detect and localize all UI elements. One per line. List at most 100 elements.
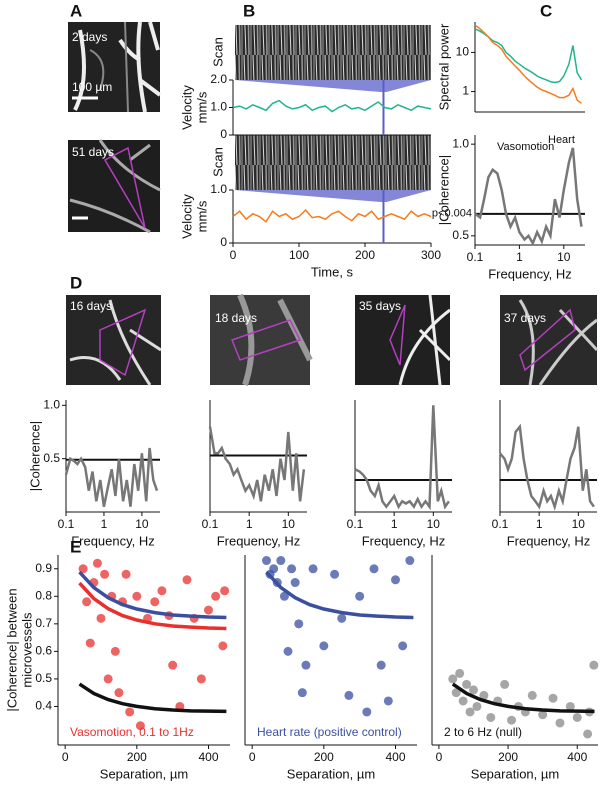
image-label: 35 days bbox=[359, 299, 401, 313]
y-tick-label: 0.7 bbox=[35, 616, 52, 630]
data-point bbox=[301, 660, 311, 670]
data-point bbox=[405, 556, 415, 566]
data-point bbox=[96, 613, 106, 623]
y-tick-label: 0.6 bbox=[35, 644, 52, 658]
data-point bbox=[376, 660, 386, 670]
fit-curve bbox=[78, 570, 227, 620]
data-point bbox=[100, 569, 110, 579]
data-point bbox=[330, 569, 340, 579]
x-axis-label: Time, s bbox=[311, 264, 354, 279]
data-point bbox=[486, 712, 496, 722]
x-tick-label: 400 bbox=[198, 750, 218, 764]
x-axis-label: Separation, µm bbox=[287, 766, 375, 781]
y-tick-label: 2.0 bbox=[210, 72, 227, 86]
data-point bbox=[462, 679, 472, 689]
data-point bbox=[182, 575, 192, 585]
y-tick-label: 1.0 bbox=[43, 398, 60, 412]
data-point bbox=[269, 564, 279, 574]
data-point bbox=[283, 646, 293, 656]
data-point bbox=[472, 701, 482, 711]
panel-letter: B bbox=[243, 1, 255, 20]
x-axis-label: Frequency, Hz bbox=[362, 533, 446, 548]
image-axis-label: Scan bbox=[210, 37, 225, 67]
scan-image bbox=[235, 25, 431, 80]
x-tick-label: 300 bbox=[421, 248, 441, 262]
data-point bbox=[455, 668, 465, 678]
x-tick-label: 0.1 bbox=[492, 517, 509, 531]
data-point bbox=[583, 729, 593, 739]
data-point bbox=[103, 674, 113, 684]
panel-letter: C bbox=[540, 1, 552, 20]
x-tick-label: 0.1 bbox=[467, 250, 484, 264]
y-tick-label: 10 bbox=[456, 45, 470, 59]
data-point bbox=[383, 696, 393, 706]
x-tick-label: 10 bbox=[427, 517, 441, 531]
data-point bbox=[150, 597, 160, 607]
y-tick-label: 1.0 bbox=[452, 136, 469, 150]
data-point bbox=[218, 641, 228, 651]
y-tick-label: 1 bbox=[462, 84, 469, 98]
data-point bbox=[308, 564, 318, 574]
x-tick-label: 1 bbox=[536, 517, 543, 531]
data-point bbox=[196, 674, 206, 684]
data-point bbox=[451, 688, 461, 698]
data-point bbox=[469, 685, 478, 695]
y-tick-label: 0.5 bbox=[35, 671, 52, 685]
micrograph bbox=[355, 294, 452, 386]
data-point bbox=[458, 696, 468, 706]
data-line bbox=[499, 423, 595, 511]
fit-curve bbox=[265, 570, 414, 620]
y-axis-label: |Coherence| bbox=[436, 155, 451, 225]
data-point bbox=[114, 688, 124, 698]
data-point bbox=[135, 721, 145, 731]
scale-label: 100 µm bbox=[72, 80, 112, 94]
x-tick-label: 400 bbox=[385, 750, 405, 764]
data-point bbox=[548, 693, 558, 703]
data-point bbox=[220, 586, 230, 596]
x-tick-label: 10 bbox=[282, 517, 296, 531]
y-tick-label: 0 bbox=[220, 235, 227, 249]
data-point bbox=[92, 558, 102, 568]
data-point bbox=[507, 715, 517, 725]
y-axis-label: Spectral power bbox=[436, 23, 451, 110]
panel-letter: A bbox=[70, 1, 82, 20]
data-line bbox=[354, 405, 450, 511]
data-point bbox=[538, 710, 548, 720]
y-axis-label: mm/s bbox=[194, 200, 209, 232]
image-label: 18 days bbox=[215, 311, 257, 325]
data-point bbox=[85, 638, 95, 648]
data-point bbox=[572, 712, 582, 722]
data-point bbox=[565, 701, 575, 711]
data-point bbox=[448, 674, 458, 684]
panel-letter: D bbox=[70, 273, 82, 292]
data-point bbox=[168, 660, 178, 670]
annotation: Heart bbox=[548, 134, 575, 146]
data-point bbox=[279, 591, 289, 601]
x-axis-label: Separation, µm bbox=[100, 766, 188, 781]
threshold-label: p<0.004 bbox=[432, 208, 472, 220]
data-point bbox=[262, 556, 271, 566]
x-tick-label: 1 bbox=[516, 250, 523, 264]
micrograph bbox=[500, 295, 599, 386]
data-point bbox=[369, 564, 379, 574]
x-axis-label: Frequency, Hz bbox=[507, 533, 591, 548]
x-axis-label: Frequency, Hz bbox=[217, 533, 301, 548]
y-axis-label: microvessels bbox=[19, 612, 34, 688]
data-line bbox=[474, 147, 583, 247]
x-tick-label: 10 bbox=[557, 250, 571, 264]
image-label: 51 days bbox=[72, 145, 114, 159]
data-point bbox=[290, 578, 300, 588]
x-tick-label: 0.1 bbox=[347, 517, 364, 531]
data-point bbox=[344, 690, 354, 700]
data-point bbox=[110, 646, 120, 656]
data-point bbox=[204, 605, 213, 615]
y-tick-label: 1.0 bbox=[210, 100, 227, 114]
x-axis-label: Frequency, Hz bbox=[488, 266, 572, 281]
micrograph bbox=[68, 139, 161, 234]
data-point bbox=[391, 575, 400, 585]
image-label: 2 days bbox=[72, 30, 107, 44]
x-tick-label: 200 bbox=[127, 750, 147, 764]
x-tick-label: 1 bbox=[246, 517, 253, 531]
x-tick-label: 0.1 bbox=[58, 517, 75, 531]
x-tick-label: 100 bbox=[289, 248, 309, 262]
